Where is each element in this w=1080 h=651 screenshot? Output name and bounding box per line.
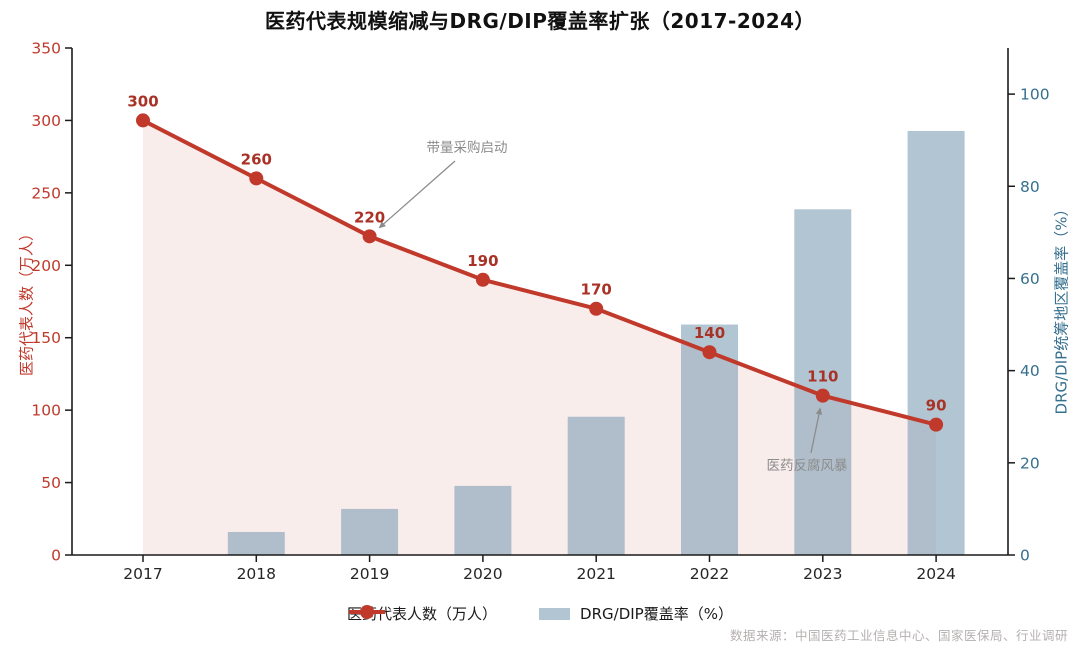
bar-2020 (454, 485, 512, 555)
bar-2022 (681, 324, 738, 555)
annotation-arrowhead-icon (378, 221, 386, 229)
value-label-2021: 170 (581, 281, 612, 299)
value-label-2024: 90 (926, 397, 947, 415)
bar-2024 (907, 130, 965, 556)
x-tick-label-2023: 2023 (803, 565, 842, 583)
x-tick-label-2019: 2019 (350, 565, 389, 583)
marker-2020 (475, 272, 490, 287)
marker-2017 (136, 113, 150, 128)
annotation-arrowhead-icon (815, 407, 823, 415)
bar-2021 (567, 416, 625, 555)
left-axis-label: 医药代表人数（万人） (17, 225, 36, 377)
left-tick-label: 300 (31, 112, 61, 130)
right-tick-label: 0 (1020, 547, 1030, 565)
annotation-arrow-line (381, 160, 456, 226)
legend: 医药代表人数（万人） DRG/DIP覆盖率（%） (347, 603, 733, 624)
x-tick-label-2018: 2018 (237, 565, 276, 583)
value-label-2022: 140 (694, 324, 725, 342)
annotation-text-1: 带量采购启动 (427, 140, 508, 156)
x-tick-label-2021: 2021 (576, 565, 615, 583)
left-tick-label: 50 (41, 474, 61, 492)
x-tick-label-2020: 2020 (463, 565, 502, 583)
marker-2019 (362, 229, 377, 244)
legend-item-line: 医药代表人数（万人） (347, 603, 497, 624)
x-tick-label-2017: 2017 (123, 565, 162, 583)
marker-2021 (589, 301, 604, 316)
marker-2023 (815, 388, 830, 403)
value-label-2020: 190 (467, 252, 498, 270)
bar-series-swatch-icon (539, 607, 571, 620)
legend-item-bar: DRG/DIP覆盖率（%） (539, 603, 733, 624)
left-tick-label: 150 (31, 329, 61, 347)
left-tick-label: 200 (31, 257, 61, 275)
bar-2019 (341, 508, 399, 555)
left-tick-label: 0 (51, 547, 61, 565)
x-tick-label-2024: 2024 (916, 565, 955, 583)
value-label-2017: 300 (127, 92, 158, 110)
line-series-path (141, 118, 939, 427)
value-label-2023: 110 (807, 368, 838, 386)
legend-label-line: 医药代表人数（万人） (347, 605, 498, 623)
value-label-2019: 220 (354, 208, 385, 226)
data-source-note: 数据来源：中国医药工业信息中心、国家医保局、行业调研 (729, 628, 1068, 643)
right-tick-label: 40 (1020, 362, 1040, 380)
marker-2024 (929, 417, 944, 432)
chart-title: 医药代表规模缩减与DRG/DIP覆盖率扩张（2017-2024） (264, 9, 816, 33)
marker-2018 (249, 171, 264, 186)
left-tick-label: 100 (31, 402, 61, 420)
annotation-text-2: 医药反腐风暴 (767, 458, 848, 474)
right-tick-label: 60 (1020, 270, 1040, 288)
right-tick-label: 100 (1020, 86, 1050, 104)
x-tick-label-2022: 2022 (690, 565, 729, 583)
legend-label-bar: DRG/DIP覆盖率（%） (580, 605, 733, 623)
line-series-swatch-icon (349, 605, 386, 619)
annotation-arrow-line (810, 412, 821, 454)
right-axis-label: DRG/DIP统筹地区覆盖率（%） (1052, 201, 1071, 415)
marker-2022 (702, 345, 717, 360)
bar-2023 (794, 209, 852, 555)
bar-2018 (227, 531, 285, 555)
right-tick-label: 80 (1020, 178, 1040, 196)
value-label-2018: 260 (241, 150, 272, 168)
left-tick-label: 350 (31, 40, 61, 58)
left-tick-label: 250 (31, 184, 61, 202)
right-tick-label: 20 (1020, 454, 1040, 472)
